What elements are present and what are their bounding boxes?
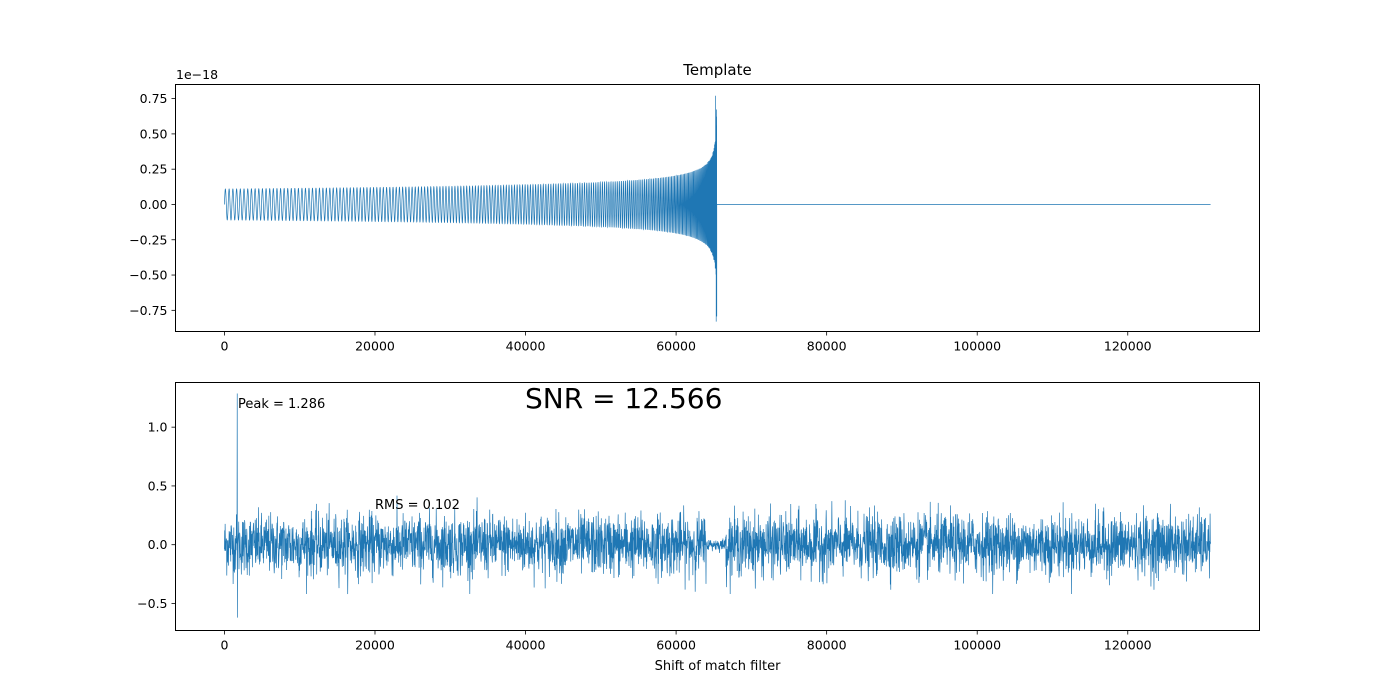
- template-xtick-label: 80000: [807, 339, 847, 354]
- rms-annotation: RMS = 0.102: [375, 498, 460, 513]
- template-ytick-label: −0.25: [129, 232, 167, 247]
- template-xtick-label: 100000: [953, 339, 1001, 354]
- template-xtick-label: 0: [220, 339, 228, 354]
- template-waveform: [224, 95, 1211, 322]
- template-ytick-label: −0.50: [129, 268, 167, 283]
- template-xtick-label: 60000: [656, 339, 696, 354]
- template-xtick-label: 20000: [355, 339, 395, 354]
- template-y-ticks: 0.75 0.50 0.25 0.00 −0.25 −0.50 −0.75: [129, 91, 176, 318]
- match-filter-ytick-label: 0.0: [148, 537, 168, 552]
- match-filter-ytick-label: 0.5: [148, 478, 168, 493]
- match-filter-xtick-label: 20000: [355, 638, 395, 653]
- match-filter-xlabel: Shift of match filter: [655, 659, 781, 674]
- template-plot-area: [224, 95, 1211, 322]
- match-filter-xtick-label: 0: [220, 638, 228, 653]
- snr-annotation: SNR = 12.566: [525, 382, 722, 415]
- match-filter-plot-area: [224, 393, 1211, 618]
- match-filter-subplot: 0 20000 40000 60000 80000 100000 120000 1.0 0.5…: [137, 382, 1260, 674]
- match-filter-axes-frame: [175, 382, 1260, 631]
- template-subplot: Template 1e−18 0 20000 40000 60000 80000 1000…: [129, 61, 1260, 354]
- template-x-ticks: 0 20000 40000 60000 80000 100000 120000: [220, 331, 1152, 354]
- template-xtick-label: 40000: [506, 339, 546, 354]
- template-axes-frame: [175, 84, 1260, 332]
- template-xtick-label: 120000: [1104, 339, 1152, 354]
- match-filter-xtick-label: 80000: [807, 638, 847, 653]
- peak-annotation: Peak = 1.286: [238, 397, 325, 412]
- match-filter-xtick-label: 120000: [1104, 638, 1152, 653]
- template-ytick-label: 0.00: [140, 197, 168, 212]
- match-filter-ytick-label: −0.5: [137, 596, 167, 611]
- template-ytick-label: −0.75: [129, 303, 167, 318]
- template-title: Template: [682, 61, 751, 79]
- template-ytick-label: 0.25: [140, 162, 168, 177]
- template-ytick-label: 0.50: [140, 126, 168, 141]
- match-filter-xtick-label: 100000: [953, 638, 1001, 653]
- match-filter-xtick-label: 40000: [506, 638, 546, 653]
- template-offset-text: 1e−18: [176, 67, 218, 82]
- template-ytick-label: 0.75: [140, 91, 168, 106]
- match-filter-output: [224, 393, 1211, 618]
- match-filter-x-ticks: 0 20000 40000 60000 80000 100000 120000: [220, 630, 1152, 653]
- match-filter-y-ticks: 1.0 0.5 0.0 −0.5: [137, 420, 176, 611]
- match-filter-ytick-label: 1.0: [148, 420, 168, 435]
- match-filter-xtick-label: 60000: [656, 638, 696, 653]
